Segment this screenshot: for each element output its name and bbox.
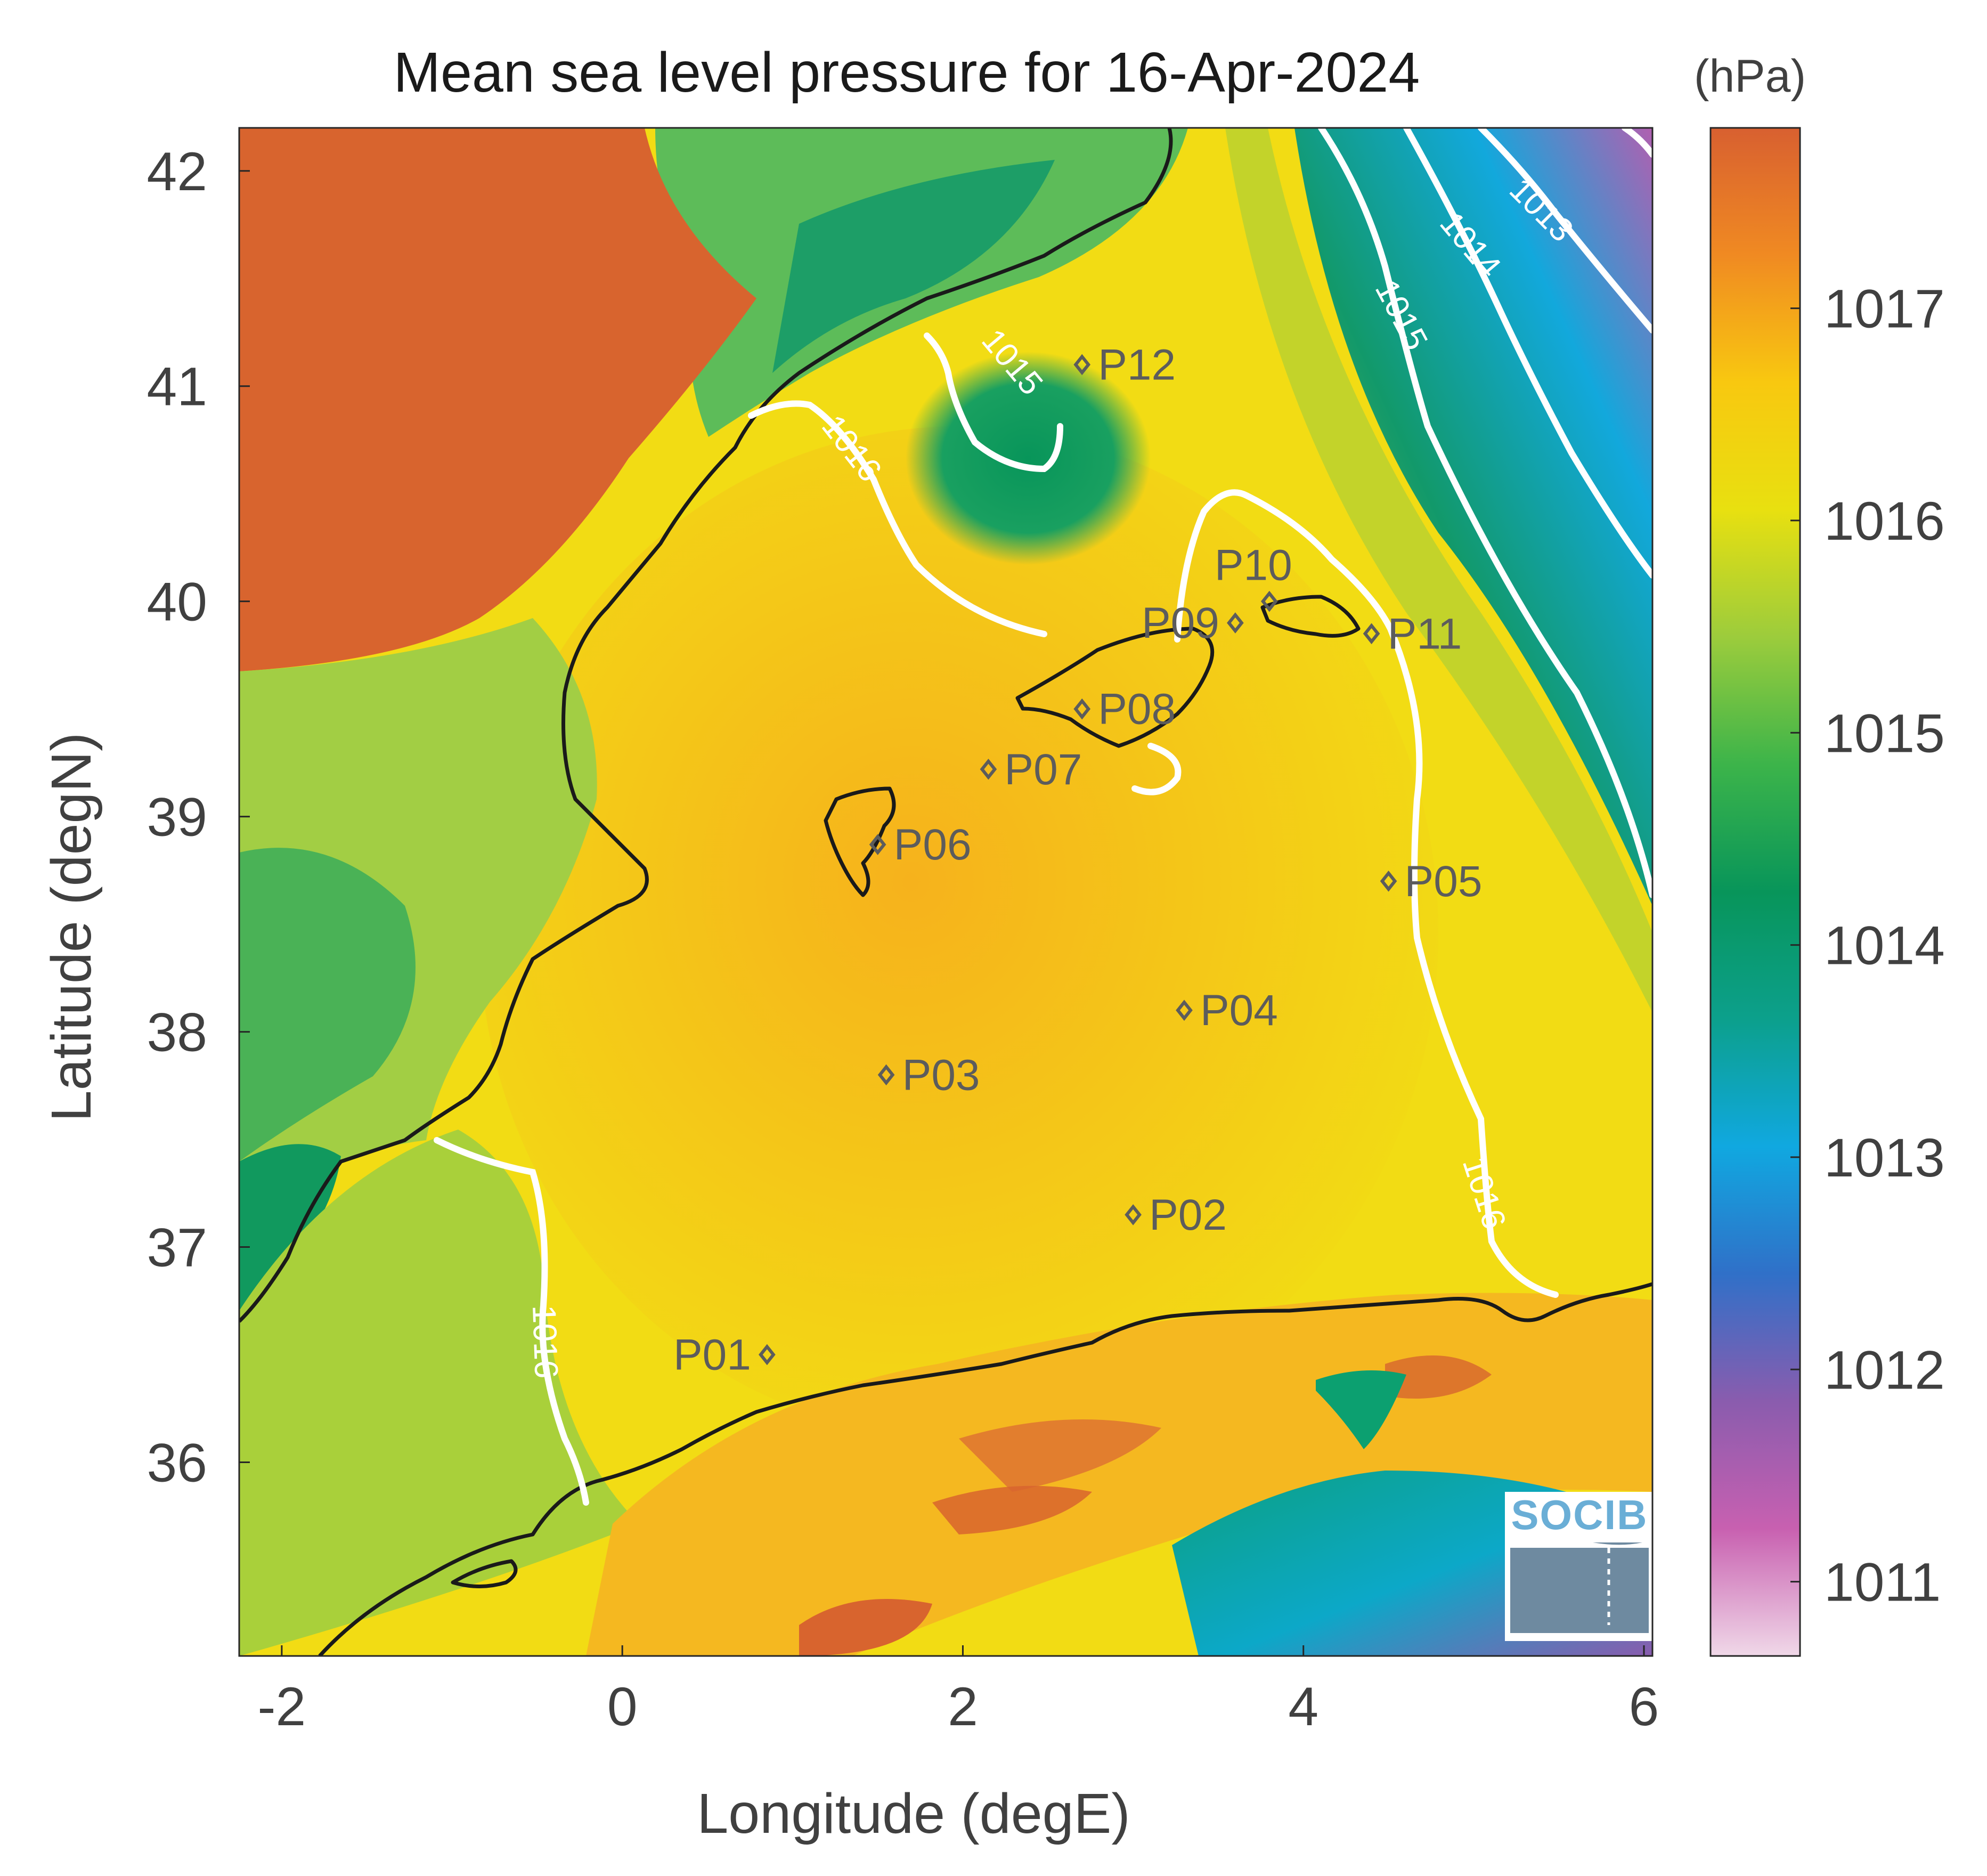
isobar-1016-east	[1174, 489, 1559, 1298]
isobar-1016-mallorca-tail	[1131, 743, 1182, 795]
isobars	[434, 128, 1652, 1506]
station-marker	[1227, 612, 1244, 634]
colorbar-tick-label: 1013	[1824, 1127, 1945, 1188]
ceuta-coastline	[451, 1559, 518, 1588]
isobar-1016-west	[434, 1137, 589, 1506]
colorbar-tick-label: 1016	[1824, 491, 1945, 551]
colorbar-tick-label: 1014	[1824, 915, 1945, 976]
x-tick-label: 0	[607, 1676, 638, 1737]
isobar-1012-corner	[1622, 128, 1652, 158]
station-marker	[1176, 1000, 1193, 1021]
colorbar-tick-label: 1017	[1824, 279, 1945, 339]
socib-logo: SOCIB	[1505, 1491, 1654, 1641]
ibiza-coastline	[824, 786, 896, 897]
plot-frame	[238, 127, 1654, 1657]
station-marker	[1380, 870, 1397, 892]
menorca-coastline	[1260, 595, 1361, 638]
y-tick-label: 39	[147, 787, 207, 848]
y-tick-label: 37	[147, 1217, 207, 1278]
station-label: P01	[673, 1330, 751, 1379]
x-tick-label: 2	[948, 1676, 978, 1737]
station-marker	[869, 834, 886, 855]
station-marker	[1073, 698, 1091, 720]
isobar-1014-band	[1403, 128, 1652, 579]
x-tick-label: 4	[1288, 1676, 1318, 1737]
colorbar-ticks: 1011 1012 1013 1014 1015 1016 1017	[1790, 279, 1945, 1613]
station-label: P10	[1215, 541, 1292, 590]
y-tick-label: 38	[147, 1002, 207, 1063]
x-axis-label: Longitude (degE)	[697, 1782, 1130, 1845]
isobar-1015-band	[1318, 128, 1652, 898]
y-axis-ticks: 36 37 38 39 40 41 42	[147, 141, 250, 1493]
x-tick-label: 6	[1629, 1676, 1659, 1737]
colorbar: 1011 1012 1013 1014 1015 1016 1017 (hPa)	[1694, 51, 1945, 1657]
isobar-1015-cell	[924, 332, 1063, 473]
y-tick-label: 42	[147, 141, 207, 202]
station-marker	[980, 758, 997, 780]
station-markers: P01 P02 P03 P04 P05 P06 P07 P08 P09 P10 P11 P12	[673, 340, 1482, 1379]
mallorca-coastline	[1015, 627, 1215, 748]
x-axis-ticks: -2 0 2 4 6	[258, 1645, 1659, 1737]
station-label: P05	[1405, 857, 1483, 906]
station-label: P02	[1149, 1191, 1227, 1239]
iberian-coastline	[239, 128, 1173, 1323]
y-tick-label: 41	[147, 356, 207, 417]
colorbar-tick-label: 1015	[1824, 703, 1945, 764]
x-tick-label: -2	[258, 1676, 306, 1737]
colorbar-tick-label: 1012	[1824, 1339, 1945, 1400]
y-tick-label: 36	[147, 1432, 207, 1493]
isobar-label-1016-west: 1016	[525, 1304, 565, 1379]
colorbar-tick-label: 1011	[1824, 1552, 1941, 1613]
station-label: P12	[1098, 340, 1176, 389]
colorbar-ramp	[1709, 127, 1801, 1657]
station-label: P11	[1388, 610, 1462, 658]
coastlines	[239, 128, 1652, 1656]
isobar-1013-band	[1478, 128, 1652, 334]
y-tick-label: 40	[147, 572, 207, 632]
station-label: P07	[1004, 745, 1082, 794]
station-marker	[1363, 623, 1380, 645]
chart-title: Mean sea level pressure for 16-Apr-2024	[394, 41, 1420, 104]
station-marker	[877, 1064, 895, 1086]
colorbar-unit-label: (hPa)	[1694, 51, 1806, 102]
african-coastline	[318, 1282, 1652, 1656]
station-label: P06	[894, 821, 972, 869]
station-label: P03	[902, 1051, 980, 1099]
isobar-1016-north	[748, 400, 1047, 637]
station-marker	[759, 1344, 776, 1366]
station-marker	[1125, 1204, 1142, 1225]
socib-logo-text: SOCIB	[1511, 1491, 1648, 1538]
y-axis-label: Latitude (degN)	[40, 733, 103, 1122]
station-label: P09	[1142, 599, 1219, 647]
station-label: P08	[1098, 685, 1176, 734]
station-marker	[1073, 354, 1091, 376]
station-label: P04	[1200, 986, 1278, 1035]
station-marker	[1260, 590, 1278, 612]
